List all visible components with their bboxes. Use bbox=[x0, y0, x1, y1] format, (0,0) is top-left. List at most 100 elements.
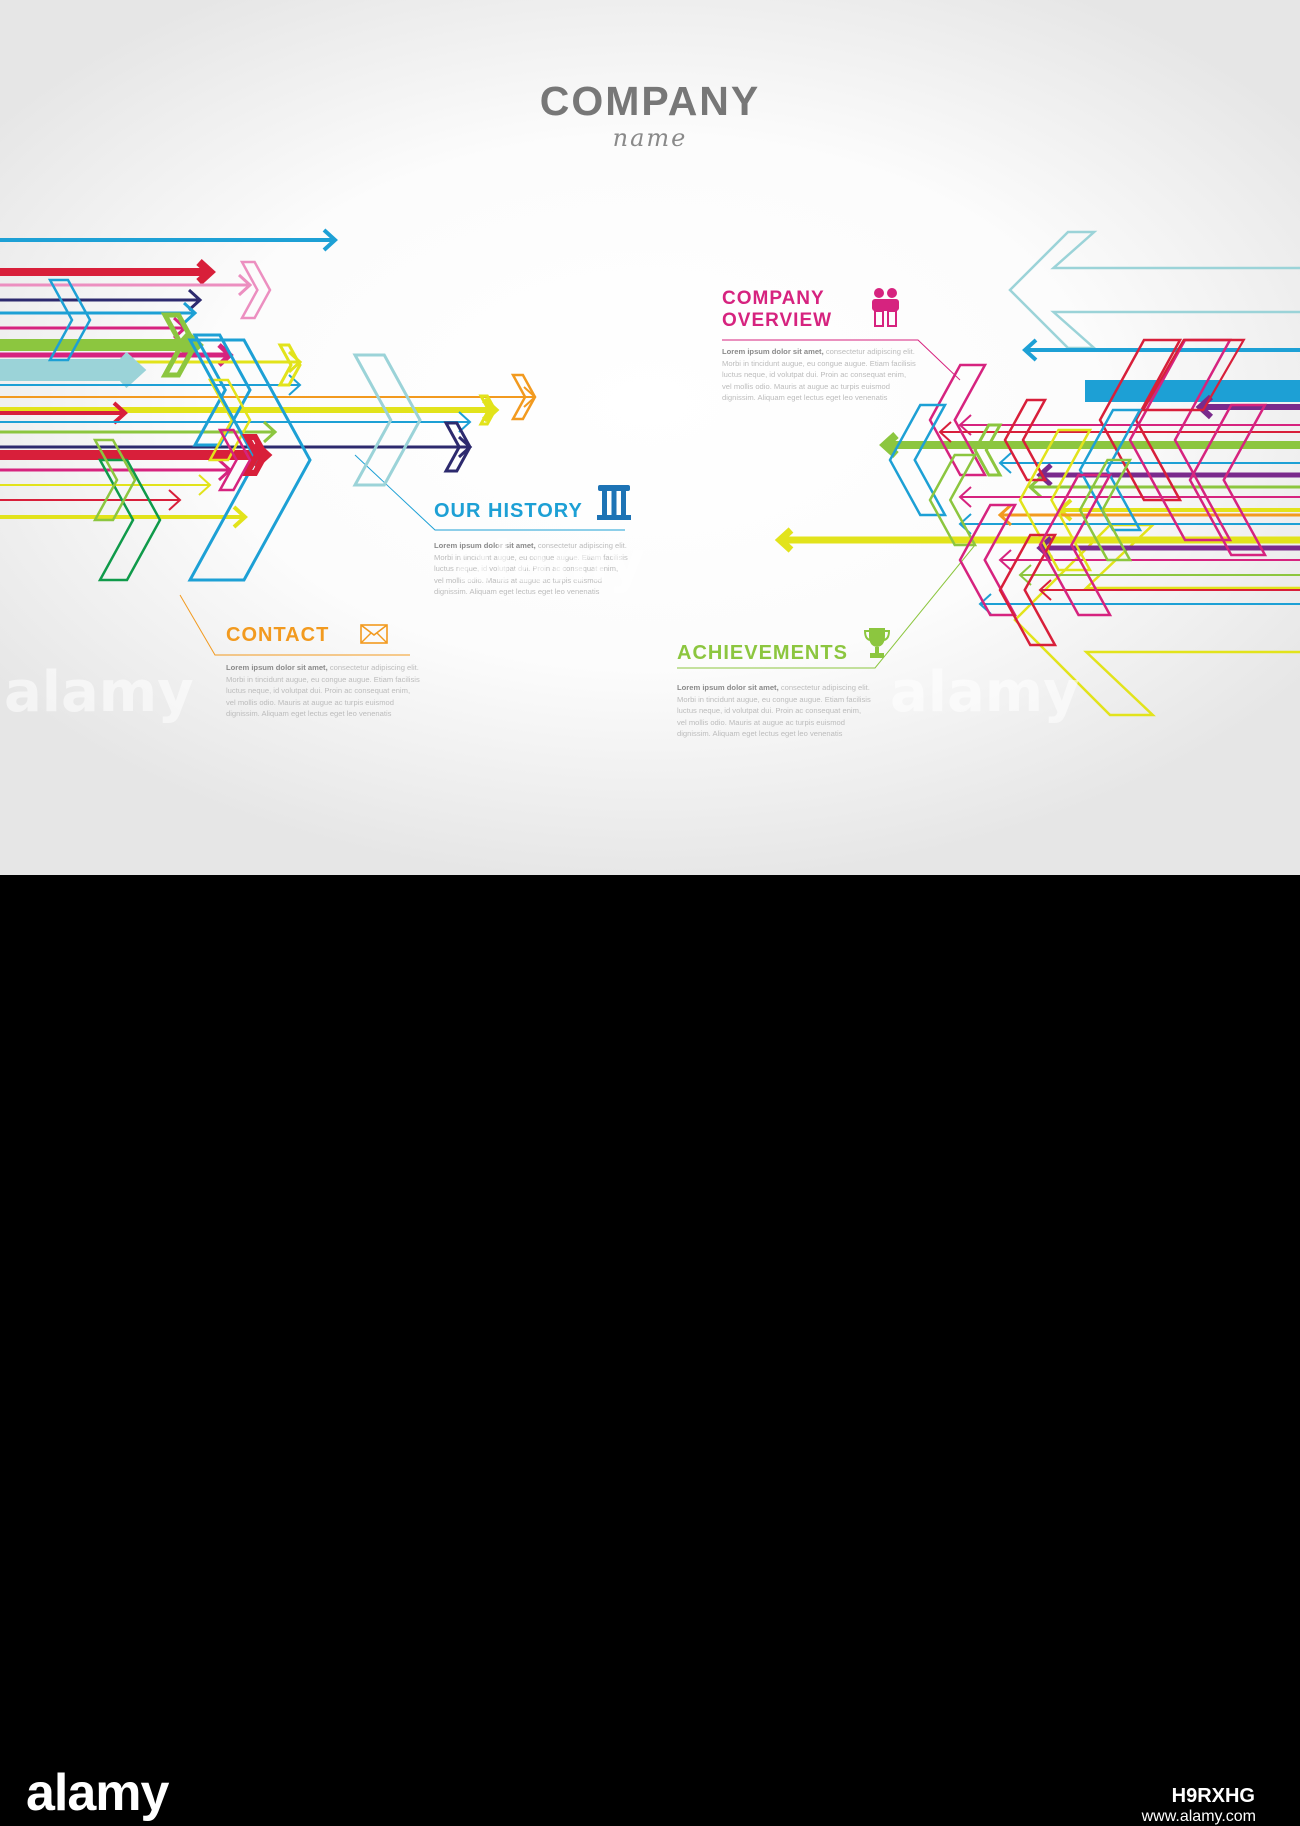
company-title: COMPANY bbox=[539, 78, 761, 124]
overview-lead: Lorem ipsum dolor sit amet, bbox=[722, 347, 824, 356]
arrow-shape-48 bbox=[239, 260, 272, 320]
arrow-shape-23 bbox=[111, 351, 147, 389]
contact-line4: vel mollis odio. Mauris at augue ac turp… bbox=[226, 697, 394, 707]
arrow-shape-58 bbox=[478, 394, 497, 426]
overview-heading-line1: COMPANY bbox=[722, 288, 825, 309]
arrow-shape-109 bbox=[1098, 338, 1183, 502]
arrow-shape-61 bbox=[217, 428, 252, 492]
arrow-shape-115 bbox=[1078, 458, 1133, 562]
history-line4: vel mollis odio. Mauris at augue ac turp… bbox=[434, 575, 602, 585]
arrow-shape-55 bbox=[97, 458, 162, 582]
arrow-shape-106 bbox=[1003, 398, 1048, 482]
overview-heading: COMPANY OVERVIEW bbox=[722, 288, 832, 332]
arrow-shape-66 bbox=[1022, 338, 1038, 362]
achievements-line1: consectetur adipiscing elit. bbox=[778, 683, 870, 692]
arrow-shape-112 bbox=[998, 533, 1058, 647]
arrow-shape-113 bbox=[1038, 473, 1113, 617]
arrow-shape-47 bbox=[168, 489, 182, 511]
arrow-shape-35 bbox=[262, 420, 278, 444]
arrow-shape-116 bbox=[1141, 338, 1246, 412]
arrow-shape-45 bbox=[232, 505, 248, 529]
arrow-shape-69 bbox=[1195, 394, 1214, 420]
arrow-shape-33 bbox=[458, 411, 472, 433]
arrow-shape-54 bbox=[207, 378, 252, 462]
history-line3: luctus neque, id volutpat dui. Proin ac … bbox=[434, 564, 619, 574]
arrow-shape-107 bbox=[1018, 428, 1093, 572]
arrow-shape-2 bbox=[722, 339, 961, 381]
arrow-shape-108 bbox=[958, 503, 1018, 617]
people-icon bbox=[870, 286, 902, 333]
arrow-shape-81 bbox=[1036, 463, 1053, 487]
arrow-shape-9 bbox=[237, 273, 253, 297]
overview-line4: vel mollis odio. Mauris at augue ac turp… bbox=[722, 381, 890, 391]
arrow-shape-95 bbox=[1038, 579, 1052, 601]
overview-line3: luctus neque, id volutpat dui. Proin ac … bbox=[722, 370, 907, 380]
arrow-shape-49 bbox=[47, 278, 92, 362]
achievements-heading: ACHIEVEMENTS bbox=[677, 642, 848, 664]
arrow-shape-93 bbox=[1018, 564, 1032, 586]
arrow-shape-31 bbox=[112, 401, 128, 425]
arrow-shape-105 bbox=[928, 453, 978, 547]
contact-text: Lorem ipsum dolor sit amet, consectetur … bbox=[226, 662, 426, 720]
contact-line5: dignissim. Aliquam eget lectus eget leo … bbox=[226, 709, 392, 719]
arrow-shape-3 bbox=[677, 544, 976, 669]
history-line2: Morbi in tincidunt augue, eu congue augu… bbox=[434, 552, 628, 562]
stock-footer: alamy H9RXHG www.alamy.com bbox=[0, 875, 1300, 1825]
arrow-shape-73 bbox=[774, 527, 794, 553]
history-lead: Lorem ipsum dolor sit amet, bbox=[434, 541, 536, 550]
watermark-right: alamy bbox=[890, 660, 1080, 725]
achievements-text: Lorem ipsum dolor sit amet, consectetur … bbox=[677, 682, 877, 740]
arrow-shape-101 bbox=[997, 503, 1013, 527]
trophy-icon bbox=[863, 626, 891, 665]
arrow-shape-50 bbox=[160, 312, 198, 378]
achievements-line2: Morbi in tincidunt augue, eu congue augu… bbox=[677, 694, 871, 704]
arrow-shape-103 bbox=[888, 403, 948, 517]
arrow-shape-63 bbox=[1008, 230, 1300, 350]
arrow-shape-1 bbox=[179, 594, 410, 656]
achievements-line3: luctus neque, id volutpat dui. Proin ac … bbox=[677, 706, 862, 716]
arrow-shape-13 bbox=[182, 301, 198, 325]
company-subtitle: name bbox=[612, 124, 688, 152]
arrow-shape-59 bbox=[443, 421, 472, 473]
arrow-shape-104 bbox=[973, 423, 1003, 477]
arrow-shape-43 bbox=[198, 474, 212, 496]
achievements-line5: dignissim. Aliquam eget lectus eget leo … bbox=[677, 729, 843, 739]
history-line1: consectetur adipiscing elit. bbox=[535, 541, 627, 550]
arrow-shape-79 bbox=[998, 452, 1012, 474]
arrow-shape-11 bbox=[187, 288, 203, 312]
arrow-shape-114 bbox=[1188, 403, 1268, 557]
watermark-left: alamy bbox=[4, 660, 194, 725]
arrow-shape-99 bbox=[1036, 536, 1053, 560]
arrow-shape-67 bbox=[1085, 380, 1300, 402]
watermark-center: alamy bbox=[455, 530, 645, 595]
achievements-lead: Lorem ipsum dolor sit amet, bbox=[677, 683, 779, 692]
arrow-shape-60 bbox=[241, 434, 269, 476]
arrow-shape-53 bbox=[352, 353, 422, 487]
contact-lead: Lorem ipsum dolor sit amet, bbox=[226, 663, 328, 672]
arrow-shape-51 bbox=[277, 343, 302, 387]
column-icon bbox=[597, 484, 631, 525]
history-text: Lorem ipsum dolor sit amet, consectetur … bbox=[434, 540, 634, 598]
arrow-shape-52 bbox=[192, 333, 252, 447]
infographic-canvas: COMPANY name COMPANY OVERVIEW Lorem ipsu… bbox=[0, 0, 1300, 875]
image-id: H9RXHG bbox=[1171, 1785, 1255, 1807]
history-heading: OUR HISTORY bbox=[434, 500, 583, 522]
arrow-shape-7 bbox=[196, 259, 216, 285]
arrow-shape-62 bbox=[92, 438, 137, 522]
arrow-graphics bbox=[0, 228, 1300, 717]
alamy-url: www.alamy.com bbox=[1141, 1808, 1256, 1825]
arrow-shape-91 bbox=[998, 549, 1012, 571]
contact-line1: consectetur adipiscing elit. bbox=[327, 663, 419, 672]
arrow-shape-57 bbox=[510, 373, 537, 421]
arrow-shape-85 bbox=[958, 486, 972, 508]
arrow-shape-77 bbox=[938, 421, 952, 443]
contact-line3: luctus neque, id volutpat dui. Proin ac … bbox=[226, 686, 411, 696]
achievements-line4: vel mollis odio. Mauris at augue ac turp… bbox=[677, 717, 845, 727]
arrow-shape-71 bbox=[879, 432, 899, 458]
envelope-icon bbox=[360, 624, 388, 649]
contact-line2: Morbi in tincidunt augue, eu congue augu… bbox=[226, 674, 420, 684]
history-line5: dignissim. Aliquam eget lectus eget leo … bbox=[434, 587, 600, 597]
overview-line1: consectetur adipiscing elit. bbox=[823, 347, 915, 356]
overview-text: Lorem ipsum dolor sit amet, consectetur … bbox=[722, 346, 922, 404]
arrow-shape-102 bbox=[928, 363, 988, 477]
